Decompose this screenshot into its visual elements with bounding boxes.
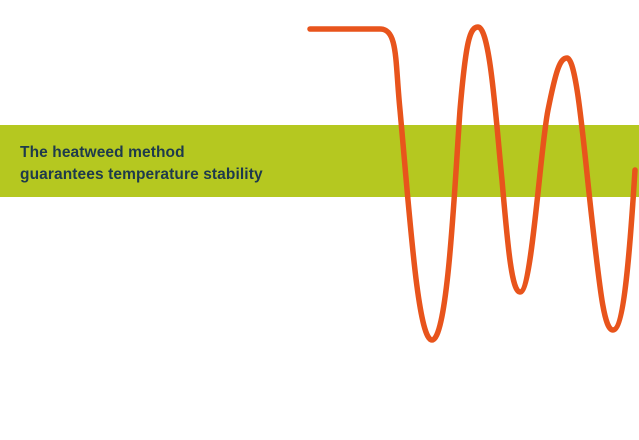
headline: The heatweed method guarantees temperatu…	[20, 142, 263, 186]
headline-line-1: The heatweed method	[20, 144, 185, 161]
headline-line-2: guarantees temperature stability	[20, 166, 263, 183]
